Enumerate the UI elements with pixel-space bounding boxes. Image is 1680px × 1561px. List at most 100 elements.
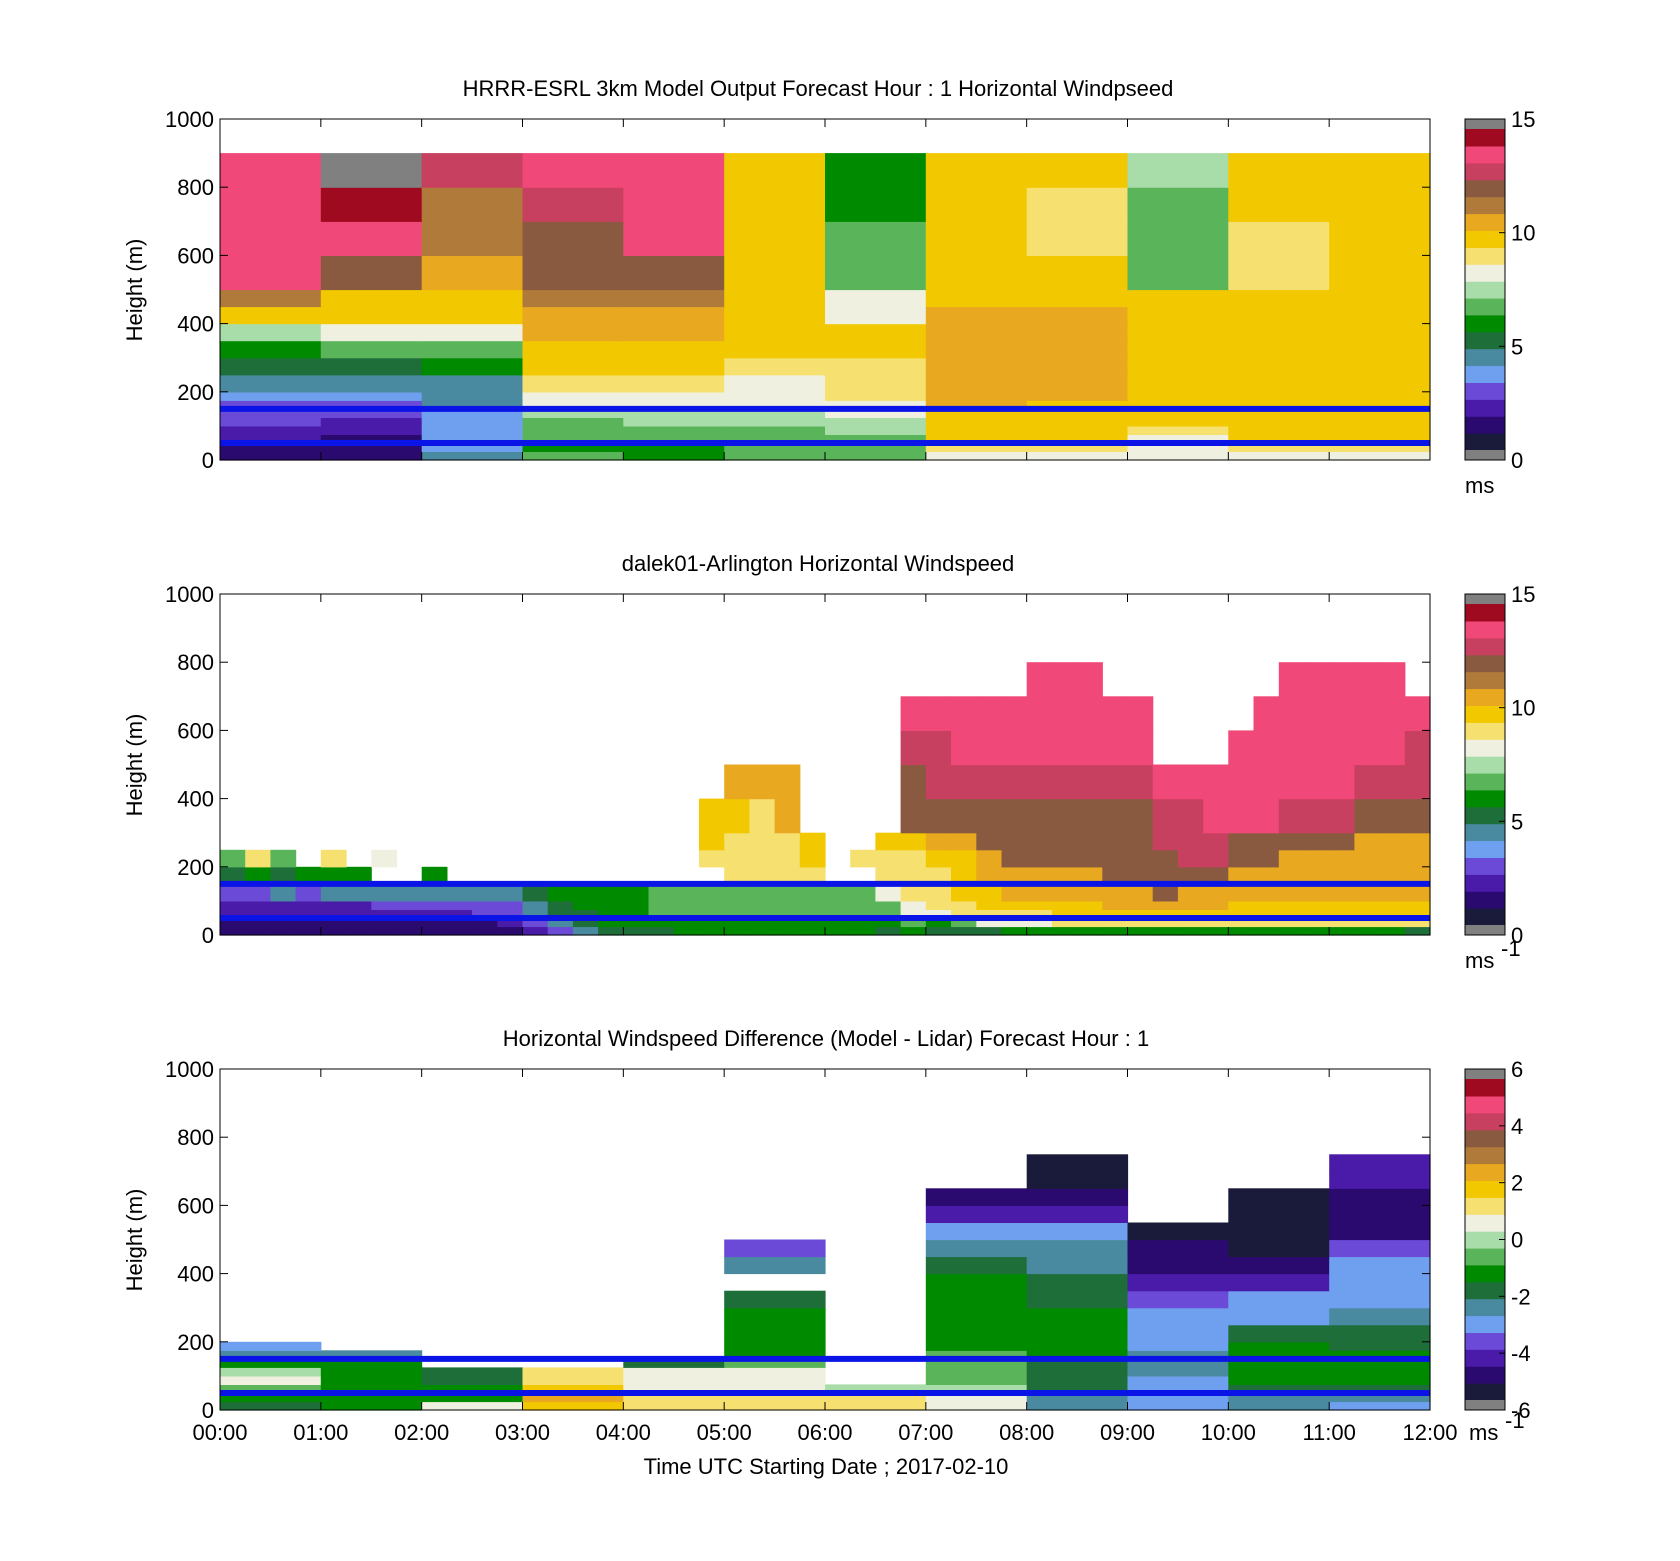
heatmap-cell <box>1404 926 1431 936</box>
colorbar-tick-label: 5 <box>1511 809 1523 834</box>
heatmap-cell <box>1253 730 1280 766</box>
heatmap-cell <box>1077 900 1103 910</box>
heatmap-cell <box>825 425 927 435</box>
heatmap-cell <box>976 909 1003 919</box>
colorbar-segment <box>1465 1214 1505 1232</box>
heatmap-cell <box>1253 849 1280 868</box>
heatmap-cell <box>220 451 322 461</box>
heatmap-cell <box>522 255 624 291</box>
heatmap-cell <box>825 306 927 325</box>
heatmap-cell <box>1077 696 1103 731</box>
heatmap-cell <box>1228 1256 1330 1275</box>
heatmap-cell <box>1404 866 1431 885</box>
heatmap-cell <box>1329 900 1355 910</box>
colorbar-segment <box>1465 1349 1505 1367</box>
heatmap-cell <box>925 730 952 766</box>
heatmap-cell <box>925 1375 1028 1385</box>
colorbar-segment <box>1465 297 1505 316</box>
heatmap-cell <box>951 883 977 902</box>
heatmap-cell <box>623 1358 725 1368</box>
heatmap-cell <box>1127 187 1229 222</box>
heatmap-cell <box>220 357 322 376</box>
y-tick-label: 0 <box>202 923 214 948</box>
colorbar-segment <box>1465 688 1505 706</box>
heatmap-cell <box>925 1401 1028 1411</box>
heatmap-cell <box>346 926 372 936</box>
heatmap-cell <box>522 1393 624 1403</box>
heatmap-cell <box>220 883 246 902</box>
colorbar-segment <box>1465 416 1505 434</box>
heatmap-cell <box>623 323 725 342</box>
heatmap-cell <box>1304 764 1330 800</box>
heatmap-cell <box>900 849 927 868</box>
heatmap-cell <box>320 425 423 435</box>
heatmap-cell <box>825 391 927 401</box>
heatmap-cell <box>522 391 624 401</box>
heatmap-cell <box>1253 764 1280 800</box>
heatmap-cell <box>1102 696 1129 731</box>
heatmap-cell <box>1329 1384 1431 1394</box>
heatmap-cell <box>220 289 322 308</box>
heatmap-cell <box>1228 255 1330 291</box>
heatmap-cell <box>421 323 524 342</box>
heatmap-cell <box>598 900 624 910</box>
heatmap-cell <box>925 909 952 919</box>
heatmap-cell <box>1177 926 1204 936</box>
heatmap-cell <box>925 900 952 910</box>
heatmap-cell <box>1278 900 1305 910</box>
heatmap-cell <box>1228 900 1255 910</box>
heatmap-cell <box>825 340 927 359</box>
heatmap-cell <box>925 696 952 731</box>
heatmap-cell <box>749 918 776 928</box>
heatmap-cell <box>1329 1154 1431 1172</box>
heatmap-cell <box>1102 918 1129 928</box>
heatmap-cell <box>1051 662 1078 697</box>
heatmap-cell <box>1026 1384 1129 1394</box>
heatmap-cell <box>1329 434 1431 444</box>
heatmap-cell <box>497 909 524 919</box>
heatmap-cell <box>346 909 372 919</box>
heatmap-cell <box>1379 832 1406 851</box>
heatmap-cell <box>220 1375 322 1385</box>
heatmap-cell <box>724 153 826 188</box>
heatmap-cell <box>749 764 776 800</box>
heatmap-cell <box>1379 798 1406 834</box>
colorbar-segment <box>1465 382 1505 400</box>
colorbar-segment <box>1465 806 1505 825</box>
heatmap-cell <box>1329 918 1355 928</box>
colorbar-segment <box>1465 604 1505 622</box>
heatmap-cell <box>1026 451 1129 461</box>
heatmap-cell <box>522 400 624 410</box>
heatmap-cell <box>925 442 1028 452</box>
heatmap-cell <box>346 918 372 928</box>
heatmap-cell <box>1278 662 1305 697</box>
heatmap-cell <box>1329 391 1431 401</box>
colorbar-segment <box>1465 654 1505 673</box>
heatmap-cell <box>320 918 347 928</box>
heatmap-cell <box>1102 926 1129 936</box>
heatmap-cell <box>245 849 271 868</box>
colorbar-frame <box>1464 118 1506 461</box>
heatmap-cell <box>925 451 1028 461</box>
colorbar-segment <box>1465 433 1505 451</box>
colorbar-frame <box>1464 593 1506 936</box>
heatmap-cell <box>472 900 498 910</box>
heatmap-cell <box>1127 883 1154 902</box>
panel-lidar: dalek01-Arlington Horizontal Windspeed 0… <box>122 551 1535 973</box>
heatmap-cell <box>320 289 423 308</box>
heatmap-cell <box>1127 391 1229 401</box>
colorbar-unit-exponent: -1 <box>1505 1408 1525 1433</box>
heatmap-cell <box>1177 909 1204 919</box>
heatmap-cell <box>295 900 322 910</box>
colorbar-segment <box>1465 1281 1505 1300</box>
heatmap-cell <box>1026 1375 1129 1385</box>
heatmap-cell <box>245 926 271 936</box>
colorbar-unit: ms <box>1465 473 1494 498</box>
heatmap-cell <box>421 400 524 410</box>
heatmap-cell <box>850 900 876 910</box>
heatmap-cell <box>1127 918 1154 928</box>
heatmap-cell <box>1329 306 1431 325</box>
heatmap-cell <box>1051 926 1078 936</box>
heatmap-cell <box>295 918 322 928</box>
heatmap-cell <box>245 900 271 910</box>
